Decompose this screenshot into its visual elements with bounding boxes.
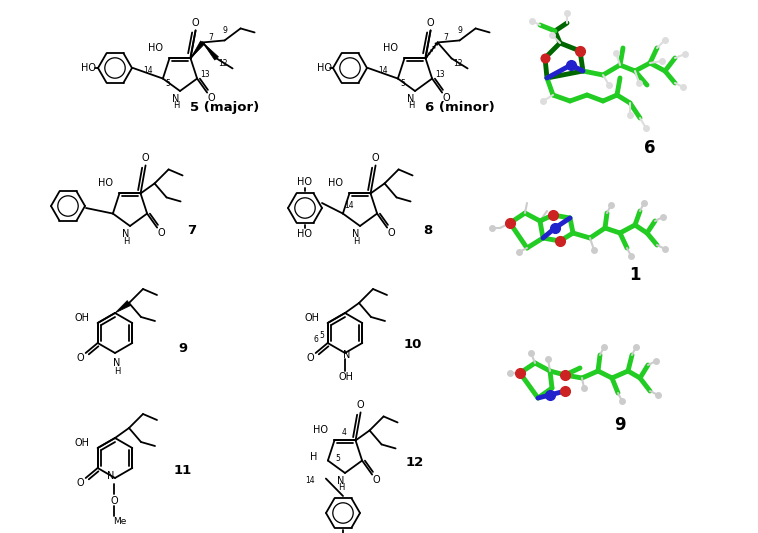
Text: 14: 14 [378,66,387,75]
Text: 7: 7 [443,33,448,42]
Text: 6: 6 [313,335,318,343]
Text: 12: 12 [453,59,462,68]
Text: HO: HO [328,179,343,189]
Text: 9: 9 [614,416,626,434]
Text: HO: HO [313,425,328,435]
Text: HO: HO [148,43,163,53]
Text: O: O [443,93,450,102]
Text: 4: 4 [342,428,347,437]
Text: 14: 14 [305,476,315,485]
Text: 13: 13 [200,70,210,79]
Text: O: O [427,19,434,28]
Text: OH: OH [339,372,353,382]
Text: H: H [338,483,344,492]
Text: H: H [310,451,318,462]
Text: 14: 14 [143,66,152,75]
Text: O: O [142,154,149,164]
Text: O: O [357,400,365,410]
Text: 7: 7 [187,223,196,237]
Text: O: O [158,228,165,238]
Text: HO: HO [296,229,312,239]
Text: 14: 14 [344,201,354,210]
Text: N: N [113,358,121,368]
Text: H: H [173,101,179,110]
Text: N: N [172,94,180,104]
Text: O: O [192,19,199,28]
Text: O: O [110,496,117,506]
Text: OH: OH [74,438,89,448]
Text: 10: 10 [404,338,422,351]
Text: OH: OH [304,313,319,323]
Text: N: N [352,229,360,239]
Text: N: N [108,471,114,481]
Text: HO: HO [296,177,312,187]
Text: N: N [407,94,415,104]
Text: O: O [77,478,84,488]
Text: 13: 13 [435,70,445,79]
Text: 5: 5 [336,454,340,463]
Text: HO: HO [317,63,331,73]
Text: O: O [77,353,84,363]
Text: 5: 5 [400,79,406,88]
Text: H: H [352,237,359,246]
Text: 9: 9 [178,342,187,354]
Text: O: O [307,353,315,363]
Text: 12: 12 [406,456,424,470]
Text: Me: Me [113,518,127,527]
Text: 7: 7 [208,33,213,42]
Text: 12: 12 [218,59,227,68]
Text: 9: 9 [457,26,462,35]
Text: H: H [408,101,414,110]
Text: 5: 5 [165,79,171,88]
Text: 1: 1 [629,266,641,284]
Polygon shape [115,301,130,313]
Text: 5 (major): 5 (major) [190,101,260,115]
Polygon shape [202,43,218,60]
Text: 9: 9 [222,26,227,35]
Text: N: N [343,350,351,360]
Text: HO: HO [383,43,398,53]
Text: N: N [122,229,130,239]
Text: O: O [387,228,395,238]
Polygon shape [190,41,205,59]
Text: 6 (minor): 6 (minor) [425,101,495,115]
Text: N: N [337,476,345,486]
Text: H: H [123,237,129,246]
Text: O: O [371,154,380,164]
Text: H: H [114,367,121,376]
Text: 11: 11 [174,464,192,477]
Text: O: O [372,474,380,484]
Text: 6: 6 [644,139,656,157]
Text: HO: HO [98,179,113,189]
Text: HO: HO [82,63,96,73]
Text: 5: 5 [319,330,324,340]
Text: 8: 8 [424,223,433,237]
Text: OH: OH [74,313,89,323]
Text: O: O [207,93,215,102]
